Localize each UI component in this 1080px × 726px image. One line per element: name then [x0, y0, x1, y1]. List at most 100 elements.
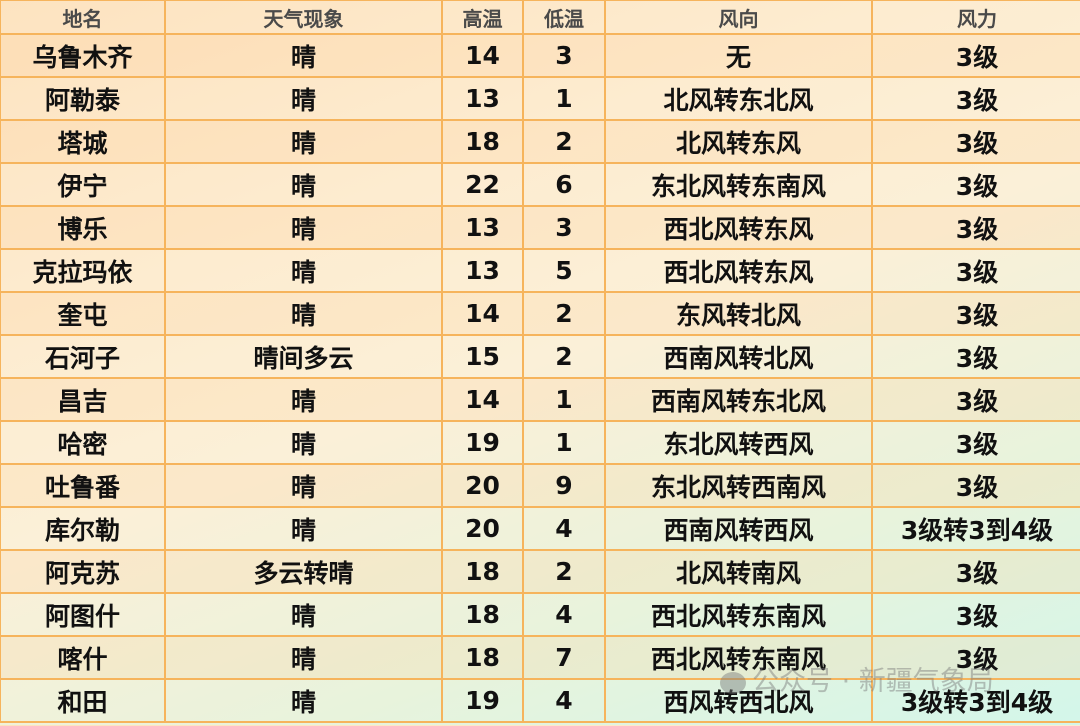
cell-place-name: 阿克苏 — [0, 549, 166, 594]
header-weather: 天气现象 — [164, 0, 443, 35]
table-row: 昌吉晴 14 1 西南风转东北风 3级 — [0, 377, 1080, 422]
cell-low-temp: 7 — [522, 635, 606, 680]
cell-place-name: 库尔勒 — [0, 506, 166, 551]
cell-place-name: 克拉玛依 — [0, 248, 166, 293]
cell-place-name: 乌鲁木齐 — [0, 33, 166, 78]
table-row: 奎屯晴 14 2 东风转北风 3级 — [0, 291, 1080, 336]
cell-wind-direction: 西北风转东南风 — [604, 635, 873, 680]
table-row: 库尔勒晴 20 4 西南风转西风 3级转3到4级 — [0, 506, 1080, 551]
cell-low-temp: 1 — [522, 377, 606, 422]
header-high-temp: 高温 — [441, 0, 524, 35]
header-low-temp: 低温 — [522, 0, 606, 35]
cell-wind-force: 3级 — [871, 291, 1080, 336]
cell-high-temp: 15 — [441, 334, 524, 379]
cell-weather: 晴 — [164, 205, 443, 250]
cell-weather: 晴 — [164, 33, 443, 78]
cell-high-temp: 13 — [441, 248, 524, 293]
cell-place-name: 喀什 — [0, 635, 166, 680]
table-row: 塔城晴 18 2 北风转东风 3级 — [0, 119, 1080, 164]
cell-weather: 晴 — [164, 76, 443, 121]
cell-weather: 晴 — [164, 463, 443, 508]
cell-wind-force: 3级 — [871, 334, 1080, 379]
cell-high-temp: 14 — [441, 33, 524, 78]
cell-place-name: 奎屯 — [0, 291, 166, 336]
cell-wind-direction: 北风转东风 — [604, 119, 873, 164]
cell-wind-force: 3级 — [871, 76, 1080, 121]
cell-wind-force: 3级 — [871, 420, 1080, 465]
cell-high-temp: 18 — [441, 549, 524, 594]
cell-high-temp: 13 — [441, 76, 524, 121]
cell-wind-force: 3级 — [871, 162, 1080, 207]
cell-wind-direction: 西北风转东风 — [604, 248, 873, 293]
cell-low-temp: 9 — [522, 463, 606, 508]
table-row: 阿图什晴 18 4 西北风转东南风 3级 — [0, 592, 1080, 637]
cell-wind-force: 3级 — [871, 33, 1080, 78]
table-row: 吐鲁番晴 20 9 东北风转西南风 3级 — [0, 463, 1080, 508]
cell-weather: 晴 — [164, 592, 443, 637]
table-row: 石河子 晴间多云 15 2 西南风转北风 3级 — [0, 334, 1080, 379]
cell-weather: 晴 — [164, 291, 443, 336]
cell-weather: 多云转晴 — [164, 549, 443, 594]
watermark-text: 公众号 · 新疆气象局 — [752, 666, 994, 697]
cell-wind-force: 3级 — [871, 205, 1080, 250]
cell-high-temp: 14 — [441, 291, 524, 336]
cell-wind-force: 3级 — [871, 549, 1080, 594]
cell-wind-force: 3级转3到4级 — [871, 506, 1080, 551]
cell-high-temp: 18 — [441, 635, 524, 680]
cell-high-temp: 19 — [441, 420, 524, 465]
table-row: 克拉玛依晴 13 5 西北风转东风 3级 — [0, 248, 1080, 293]
cell-weather: 晴 — [164, 119, 443, 164]
cell-high-temp: 13 — [441, 205, 524, 250]
cell-low-temp: 5 — [522, 248, 606, 293]
table-row: 阿克苏 多云转晴 18 2 北风转南风 3级 — [0, 549, 1080, 594]
table-row: 阿勒泰晴 13 1 北风转东北风 3级 — [0, 76, 1080, 121]
cell-wind-force: 3级 — [871, 635, 1080, 680]
cell-wind-direction: 西南风转西风 — [604, 506, 873, 551]
wechat-icon — [720, 671, 746, 694]
cell-low-temp: 1 — [522, 420, 606, 465]
cell-high-temp: 22 — [441, 162, 524, 207]
cell-weather: 晴 — [164, 162, 443, 207]
cell-low-temp: 4 — [522, 592, 606, 637]
cell-place-name: 博乐 — [0, 205, 166, 250]
cell-wind-direction: 无 — [604, 33, 873, 78]
table-row: 乌鲁木齐晴 14 3 无 3级 — [0, 33, 1080, 78]
cell-high-temp: 20 — [441, 463, 524, 508]
header-wind-direction: 风向 — [604, 0, 873, 35]
cell-place-name: 石河子 — [0, 334, 166, 379]
cell-high-temp: 18 — [441, 592, 524, 637]
cell-wind-direction: 西北风转东风 — [604, 205, 873, 250]
cell-wind-direction: 北风转南风 — [604, 549, 873, 594]
cell-low-temp: 3 — [522, 33, 606, 78]
table-row: 喀什晴 18 7 西北风转东南风 3级 — [0, 635, 1080, 680]
table-row: 博乐晴 13 3 西北风转东风 3级 — [0, 205, 1080, 250]
cell-weather: 晴 — [164, 420, 443, 465]
cell-place-name: 和田 — [0, 678, 166, 723]
cell-low-temp: 4 — [522, 678, 606, 723]
cell-wind-direction: 西北风转东南风 — [604, 592, 873, 637]
cell-weather: 晴 — [164, 248, 443, 293]
cell-high-temp: 18 — [441, 119, 524, 164]
cell-wind-direction: 北风转东北风 — [604, 76, 873, 121]
cell-wind-direction: 西风转西北风 — [604, 678, 873, 723]
cell-wind-direction: 东北风转西风 — [604, 420, 873, 465]
cell-wind-direction: 西南风转北风 — [604, 334, 873, 379]
cell-wind-force: 3级 — [871, 119, 1080, 164]
cell-weather: 晴 — [164, 678, 443, 723]
header-row: 地名 天气现象 高温 低温 风向 风力 — [0, 0, 1080, 35]
cell-low-temp: 6 — [522, 162, 606, 207]
cell-weather: 晴 — [164, 506, 443, 551]
cell-low-temp: 1 — [522, 76, 606, 121]
cell-low-temp: 4 — [522, 506, 606, 551]
cell-low-temp: 2 — [522, 334, 606, 379]
cell-wind-direction: 东北风转东南风 — [604, 162, 873, 207]
cell-place-name: 阿勒泰 — [0, 76, 166, 121]
cell-high-temp: 20 — [441, 506, 524, 551]
cell-wind-direction: 东风转北风 — [604, 291, 873, 336]
cell-wind-force: 3级转3到4级 — [871, 678, 1080, 723]
cell-weather: 晴 — [164, 635, 443, 680]
cell-low-temp: 2 — [522, 549, 606, 594]
cell-wind-force: 3级 — [871, 463, 1080, 508]
cell-place-name: 伊宁 — [0, 162, 166, 207]
cell-low-temp: 3 — [522, 205, 606, 250]
